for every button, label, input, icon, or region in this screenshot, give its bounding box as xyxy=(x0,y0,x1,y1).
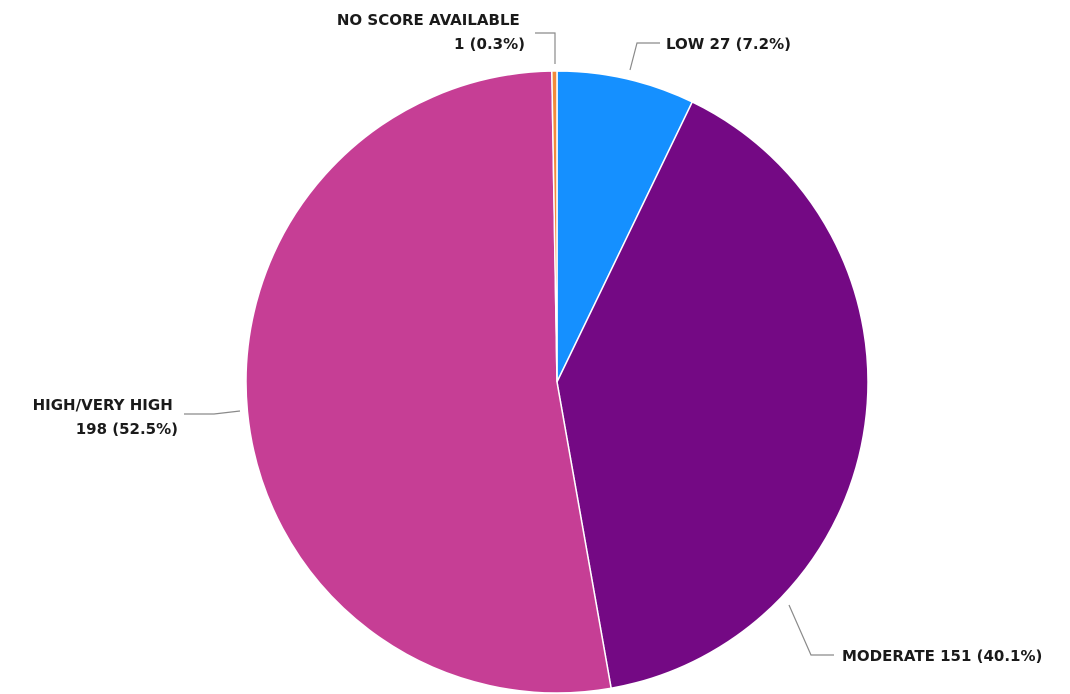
pie-slice-high-very-high xyxy=(245,70,613,694)
leader-line-no-score xyxy=(535,32,556,64)
slice-label-high-line-1: HIGH/VERY HIGH xyxy=(33,396,173,414)
slice-labels: LOW 27 (7.2%) MODERATE 151 (40.1%) HIGH/… xyxy=(33,11,1043,665)
slice-label-low-line-1: LOW 27 (7.2%) xyxy=(666,35,791,53)
pie-slice-no-score-available xyxy=(551,70,558,383)
pie-slice-moderate xyxy=(556,100,869,690)
slice-label-no-score: NO SCORE AVAILABLE 1 (0.3%) xyxy=(337,11,525,53)
slice-label-moderate: MODERATE 151 (40.1%) xyxy=(842,647,1042,665)
slice-label-no-score-line-1: NO SCORE AVAILABLE xyxy=(337,11,520,29)
pie-slice-low xyxy=(556,70,694,383)
slice-label-no-score-line-2: 1 (0.3%) xyxy=(454,35,525,53)
pie-slices xyxy=(245,70,869,694)
slice-label-high-line-2: 198 (52.5%) xyxy=(76,420,178,438)
slice-label-moderate-line-1: MODERATE 151 (40.1%) xyxy=(842,647,1042,665)
leader-line-high xyxy=(184,410,241,415)
leader-line-low xyxy=(629,42,660,71)
leader-line-moderate xyxy=(788,604,834,656)
slice-label-high: HIGH/VERY HIGH 198 (52.5%) xyxy=(33,396,178,438)
slice-label-low: LOW 27 (7.2%) xyxy=(666,35,791,53)
